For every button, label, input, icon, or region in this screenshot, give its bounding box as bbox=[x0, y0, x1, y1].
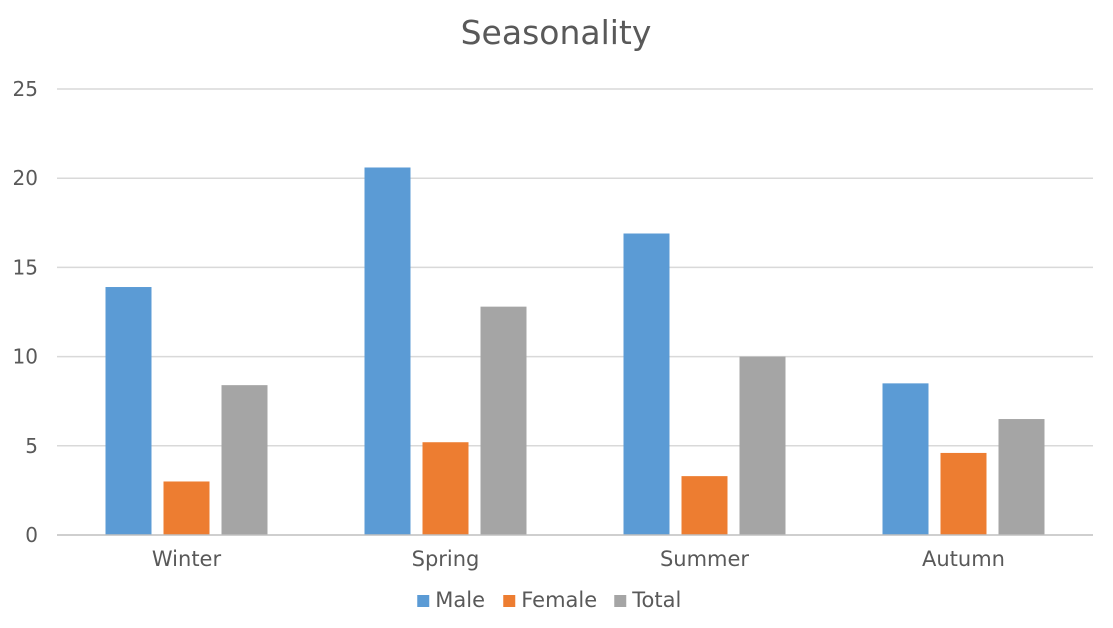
gridlines bbox=[57, 88, 1093, 447]
bar-total-autumn bbox=[998, 419, 1045, 535]
bar-male-summer bbox=[623, 233, 670, 535]
bar-female-autumn bbox=[940, 452, 987, 535]
y-tick-label: 20 bbox=[13, 166, 38, 190]
legend-label-male: Male bbox=[435, 588, 485, 612]
x-category-label: Autumn bbox=[922, 547, 1005, 571]
bar-total-spring bbox=[480, 306, 527, 535]
legend-swatch-male bbox=[417, 595, 430, 607]
x-category-label: Winter bbox=[152, 547, 222, 571]
bars bbox=[105, 167, 1045, 535]
bar-female-winter bbox=[163, 481, 210, 535]
legend-swatch-female bbox=[503, 595, 516, 607]
legend-label-total: Total bbox=[631, 588, 681, 612]
y-tick-label: 0 bbox=[25, 523, 38, 547]
y-tick-label: 10 bbox=[13, 345, 38, 369]
bar-total-summer bbox=[739, 356, 786, 535]
legend-swatch-total bbox=[614, 595, 627, 607]
x-category-label: Summer bbox=[660, 547, 749, 571]
bar-male-autumn bbox=[882, 383, 929, 535]
bar-total-winter bbox=[221, 385, 268, 535]
chart-title: Seasonality bbox=[461, 13, 652, 52]
y-axis-ticks: 0 5 10 15 20 25 bbox=[13, 77, 38, 547]
x-category-label: Spring bbox=[412, 547, 480, 571]
bar-female-summer bbox=[681, 476, 728, 535]
x-axis-categories: Winter Spring Summer Autumn bbox=[152, 547, 1005, 571]
y-tick-label: 25 bbox=[13, 77, 38, 101]
bar-male-spring bbox=[364, 167, 411, 535]
legend: Male Female Total bbox=[417, 588, 681, 612]
bar-female-spring bbox=[422, 442, 469, 535]
y-tick-label: 15 bbox=[13, 255, 38, 279]
y-tick-label: 5 bbox=[25, 434, 38, 458]
bar-male-winter bbox=[105, 287, 152, 535]
legend-label-female: Female bbox=[521, 588, 597, 612]
